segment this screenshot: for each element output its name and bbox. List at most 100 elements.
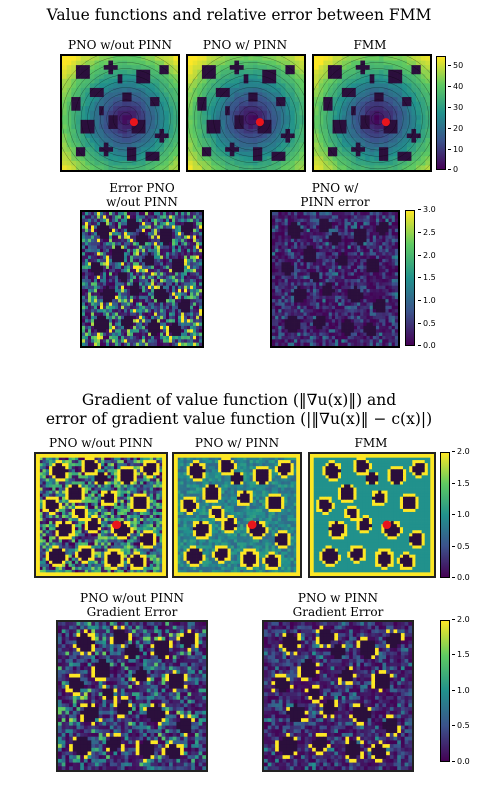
heatmap-cell [388, 305, 393, 310]
heatmap-cell [366, 268, 371, 273]
heatmap-cell [178, 245, 182, 250]
heatmap-cell [353, 332, 358, 337]
heatmap-cell [284, 218, 289, 223]
heatmap-cell [190, 295, 194, 300]
heatmap-cell [100, 315, 104, 320]
heatmap-cell [276, 138, 282, 143]
heatmap-cell [82, 262, 86, 267]
heatmap-cell [394, 255, 398, 260]
contour-line [93, 87, 158, 151]
heatmap-cell [394, 279, 398, 283]
heatmap-cell [271, 65, 277, 71]
heatmap-cell [331, 302, 336, 307]
heatmap-cell [327, 56, 333, 61]
heatmap-cell [294, 245, 298, 250]
heatmap-cell [365, 78, 371, 84]
heatmap-cell [316, 262, 320, 267]
heatmap-cell [335, 292, 339, 297]
heatmap-cell [366, 265, 371, 270]
heatmap-cell [328, 305, 333, 310]
heatmap-cell [136, 83, 142, 89]
heatmap-cell [312, 228, 317, 233]
heatmap-cell [322, 252, 326, 256]
heatmap-cell [91, 252, 95, 256]
heatmap-cell [353, 289, 358, 293]
heatmap-cell [100, 319, 104, 323]
heatmap-cell [300, 222, 304, 226]
heatmap-cell [366, 222, 371, 226]
heatmap-cell [335, 302, 339, 307]
value-colorbar-tick: 50 [447, 61, 464, 70]
heatmap-cell [392, 92, 398, 98]
heatmap-cell [272, 245, 276, 250]
heatmap-cell [169, 268, 173, 273]
heatmap-cell [97, 309, 101, 313]
heatmap-cell [188, 128, 193, 134]
heatmap-cell [117, 165, 123, 170]
heatmap-cell [392, 160, 398, 166]
heatmap-cell [106, 332, 110, 337]
heatmap-cell [327, 142, 333, 148]
heatmap-cell [175, 285, 179, 290]
heatmap-cell [369, 218, 374, 223]
heatmap-cell [314, 97, 319, 102]
heatmap-cell [239, 78, 245, 84]
heatmap-cell [121, 295, 125, 300]
heatmap-cell [82, 272, 86, 277]
heatmap-cell [262, 115, 268, 121]
heatmap-cell [266, 138, 272, 143]
heatmap-cell [91, 305, 95, 310]
heatmap-cell [248, 124, 254, 130]
heatmap-cell [346, 87, 352, 93]
heatmap-cell [139, 238, 143, 243]
heatmap-cell [169, 262, 173, 267]
heatmap-cell [252, 138, 258, 143]
heatmap-cell [363, 252, 367, 256]
heatmap-cell [290, 252, 295, 256]
heatmap-cell [355, 74, 361, 80]
heatmap-cell [103, 332, 107, 337]
heatmap-cell [375, 235, 380, 240]
heatmap-cell [160, 339, 164, 344]
heatmap-cell [151, 335, 155, 340]
heatmap-cell [130, 285, 134, 290]
heatmap-cell [115, 342, 119, 346]
heatmap-cell [338, 275, 342, 280]
heatmap-cell [363, 258, 367, 263]
heatmap-cell [66, 74, 72, 80]
heatmap-cell [193, 289, 197, 293]
heatmap-cell [82, 289, 86, 293]
heatmap-cell [139, 302, 143, 307]
heatmap-cell [181, 232, 185, 236]
heatmap-cell [312, 265, 317, 270]
heatmap-cell [164, 78, 170, 84]
heatmap-cell [130, 289, 134, 293]
heatmap-cell [363, 272, 367, 277]
heatmap-cell [97, 305, 101, 310]
heatmap-cell [379, 215, 383, 220]
heatmap-cell [365, 65, 371, 71]
heatmap-cell [108, 97, 114, 102]
heatmap-cell [154, 215, 158, 220]
heatmap-cell [112, 232, 116, 236]
heatmap-cell [266, 110, 272, 116]
heatmap-cell [154, 272, 158, 277]
heatmap-cell [106, 225, 110, 230]
heatmap-cell [374, 138, 380, 143]
heatmap-cell [299, 128, 304, 134]
heatmap-cell [272, 305, 276, 310]
heatmap-cell [388, 60, 394, 66]
heatmap-cell [66, 147, 72, 153]
heatmap-cell [190, 222, 194, 226]
heatmap-cell [402, 74, 408, 80]
heatmap-cell [172, 275, 176, 280]
heatmap-cell [127, 319, 131, 323]
heatmap-cell [124, 222, 128, 226]
heatmap-cell [181, 212, 185, 216]
heatmap-cell [178, 285, 182, 290]
heatmap-cell [229, 101, 235, 107]
heatmap-cell [319, 212, 323, 216]
heatmap-cell [375, 295, 380, 300]
heatmap-cell [154, 218, 158, 223]
heatmap-cell [284, 262, 289, 267]
